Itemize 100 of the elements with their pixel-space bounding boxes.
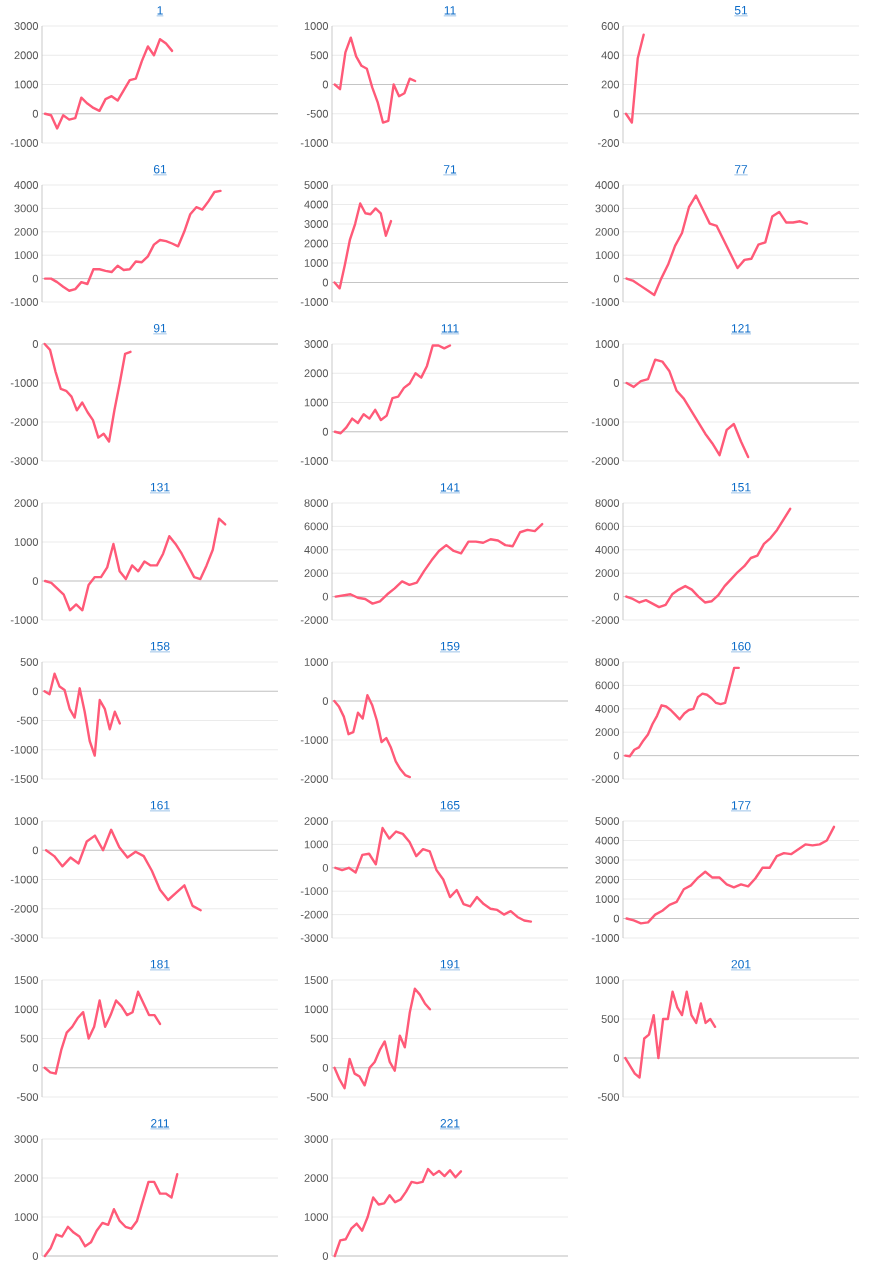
line-series: [624, 990, 717, 1079]
y-tick-label: 0: [32, 1252, 39, 1260]
y-tick-label: 1000: [595, 895, 620, 903]
y-tick-label: 0: [32, 340, 39, 348]
y-tick-label: 0: [322, 427, 329, 436]
y-tick-label: -1000: [300, 139, 329, 147]
y-tick-label: -2000: [10, 418, 39, 426]
y-tick-label: 2000: [14, 1174, 39, 1182]
chart-title: 91: [153, 323, 167, 333]
y-tick-label: 4000: [14, 181, 39, 189]
y-tick-label: 4000: [595, 181, 620, 189]
y-tick-label: 0: [613, 751, 620, 760]
y-tick-label: 500: [310, 1034, 329, 1043]
y-tick-label: 0: [613, 109, 620, 118]
y-tick-label: 2000: [304, 569, 329, 578]
y-tick-label: 1000: [14, 1213, 39, 1221]
y-tick-label: 1000: [14, 80, 39, 89]
line-series: [43, 342, 132, 443]
y-tick-label: -1000: [10, 379, 39, 387]
y-tick-label: 2000: [14, 51, 39, 60]
y-tick-label: 0: [613, 592, 620, 601]
y-tick-label: 0: [322, 278, 329, 287]
y-tick-label: -1000: [591, 298, 620, 306]
y-tick-label: 0: [613, 914, 620, 923]
y-tick-label: -1000: [300, 887, 329, 896]
y-tick-label: 6000: [595, 681, 620, 690]
y-tick-label: -2000: [591, 616, 620, 624]
y-tick-label: 1000: [595, 251, 620, 260]
y-tick-label: -2000: [591, 775, 620, 783]
y-tick-label: 0: [322, 1252, 329, 1260]
y-tick-label: -500: [16, 716, 39, 725]
line-series: [333, 344, 452, 435]
y-tick-label: -2000: [591, 457, 620, 465]
y-tick-label: 1000: [304, 398, 329, 407]
y-tick-label: 1000: [595, 976, 620, 984]
y-tick-label: 0: [32, 846, 39, 855]
chart-title: 141: [440, 483, 460, 492]
y-tick-label: 0: [32, 687, 39, 696]
y-tick-label: 500: [20, 658, 39, 666]
y-tick-label: 1500: [304, 976, 329, 984]
y-tick-label: 500: [310, 51, 329, 60]
y-tick-label: 8000: [304, 499, 329, 507]
chart-title: 211: [151, 1119, 169, 1128]
y-tick-label: 1000: [304, 1213, 329, 1221]
y-tick-label: 6000: [595, 522, 620, 531]
chart-title: 161: [150, 800, 170, 810]
y-tick-label: 0: [322, 592, 329, 601]
y-tick-label: 3000: [14, 1135, 39, 1143]
y-tick-label: 1000: [14, 817, 39, 825]
chart-title: 165: [440, 800, 460, 810]
y-tick-label: 500: [601, 1015, 620, 1023]
y-tick-label: 4000: [595, 836, 620, 845]
y-tick-label: 4000: [595, 704, 620, 713]
chart-title: 51: [734, 6, 748, 15]
y-tick-label: 1000: [304, 1005, 329, 1014]
y-tick-label: -1000: [10, 139, 39, 147]
y-tick-label: 0: [32, 274, 39, 283]
y-tick-label: 2000: [304, 817, 329, 825]
y-tick-label: 3000: [304, 220, 329, 228]
y-tick-label: 0: [32, 109, 39, 118]
y-tick-label: 8000: [595, 499, 620, 507]
y-tick-label: -2000: [300, 910, 329, 919]
line-series: [333, 1167, 463, 1258]
y-tick-label: 400: [601, 51, 620, 60]
chart-title: 159: [440, 641, 460, 651]
y-tick-label: 3000: [14, 204, 39, 213]
y-tick-label: 4000: [304, 200, 329, 209]
line-series: [625, 194, 809, 297]
line-series: [43, 672, 122, 757]
chart-title: 191: [440, 959, 460, 969]
y-tick-label: 2000: [595, 227, 620, 236]
y-tick-label: -1000: [10, 616, 39, 624]
y-tick-label: 3000: [595, 856, 620, 864]
y-tick-label: 200: [601, 80, 620, 89]
y-tick-label: 0: [613, 379, 620, 387]
y-tick-label: -500: [306, 1093, 329, 1101]
y-tick-label: 0: [613, 1054, 620, 1062]
chart-title: 71: [443, 165, 457, 174]
y-tick-label: 8000: [595, 658, 620, 666]
y-tick-label: 0: [322, 1063, 329, 1072]
line-series: [333, 693, 412, 779]
y-tick-label: -3000: [10, 934, 39, 942]
y-tick-label: -1000: [10, 875, 39, 884]
y-tick-label: -1000: [10, 298, 39, 306]
y-tick-label: -1000: [10, 745, 39, 754]
chart-title: 151: [731, 483, 751, 492]
chart-title: 61: [153, 164, 167, 174]
y-tick-label: 4000: [304, 545, 329, 554]
y-tick-label: 0: [322, 697, 329, 705]
chart-title: 111: [441, 324, 459, 333]
chart-title: 1: [157, 6, 163, 15]
y-tick-label: 1000: [14, 538, 39, 546]
y-tick-label: 2000: [304, 1174, 329, 1182]
y-tick-label: 6000: [304, 522, 329, 531]
y-tick-label: 5000: [304, 181, 329, 189]
line-series: [43, 189, 222, 292]
y-tick-label: -2000: [300, 775, 329, 783]
y-tick-label: -1000: [591, 934, 620, 942]
y-tick-label: 2000: [595, 569, 620, 578]
chart-title: 77: [734, 165, 748, 174]
